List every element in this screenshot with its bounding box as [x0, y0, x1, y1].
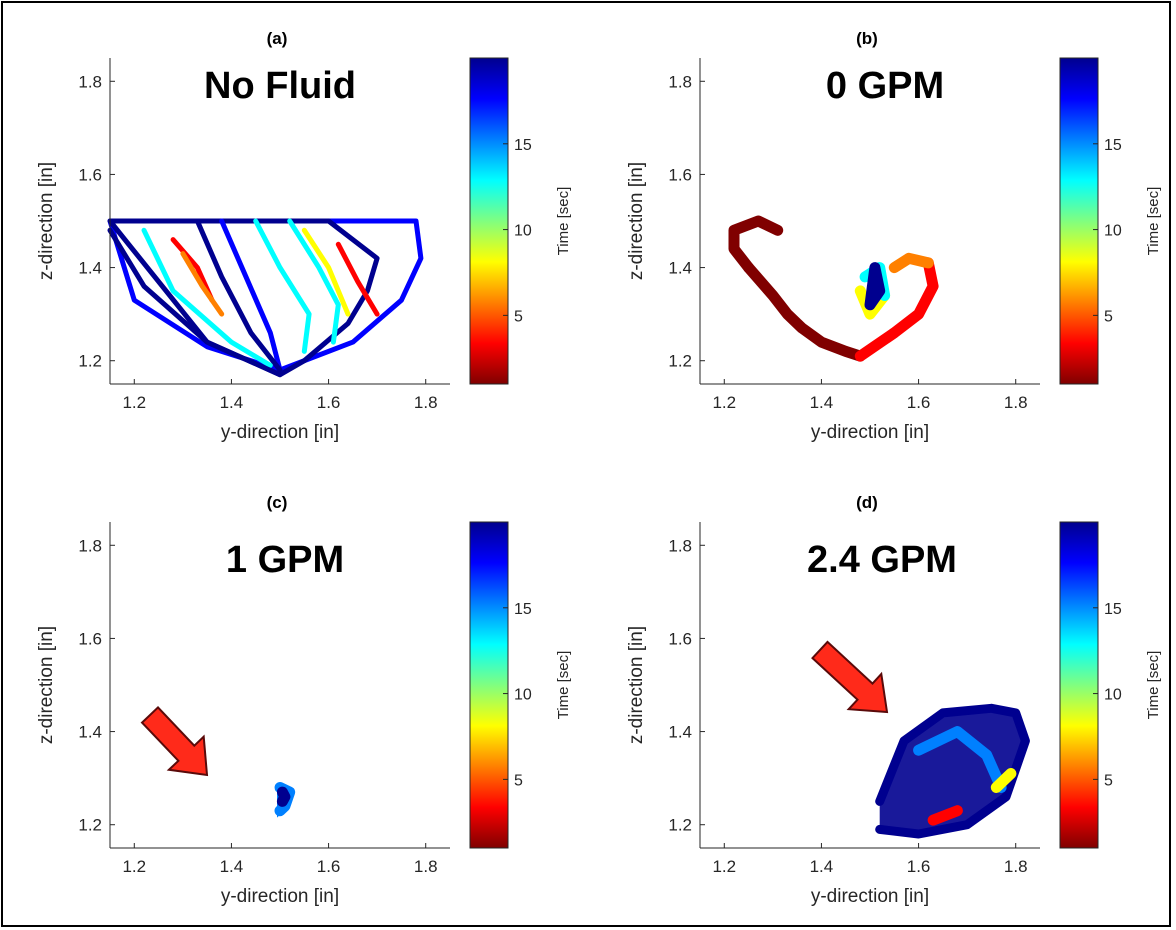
- x-tick-label: 1.6: [907, 393, 931, 412]
- y-tick-label: 1.2: [668, 352, 692, 371]
- colorbar-tick-label: 15: [514, 601, 532, 618]
- x-tick-label: 1.8: [414, 857, 438, 876]
- colorbar-tick-label: 5: [1104, 772, 1113, 789]
- x-tick-label: 1.6: [907, 857, 931, 876]
- x-tick-label: 1.6: [317, 393, 341, 412]
- panel-title: (d): [856, 493, 878, 512]
- y-tick-label: 1.4: [78, 259, 102, 278]
- x-tick-label: 1.4: [810, 857, 834, 876]
- y-axis-label: z-direction [in]: [36, 626, 57, 744]
- y-tick-label: 1.4: [78, 723, 102, 742]
- trajectory-line: [219, 218, 283, 373]
- colorbar-label: Time [sec]: [1145, 187, 1162, 256]
- trajectory-fill: [870, 267, 880, 305]
- colorbar-tick-label: 15: [514, 137, 532, 154]
- y-tick-label: 1.8: [78, 536, 102, 555]
- y-tick-label: 1.2: [668, 816, 692, 835]
- trajectory-line: [335, 241, 380, 317]
- trajectory-line: [107, 227, 283, 378]
- panel-title: (a): [267, 29, 288, 48]
- trajectory-points: [927, 805, 963, 826]
- arrow-icon: [811, 640, 889, 714]
- y-axis-label: z-direction [in]: [36, 162, 57, 280]
- trajectory-line: [141, 227, 273, 368]
- x-tick-label: 1.2: [712, 857, 736, 876]
- y-tick-label: 1.6: [668, 629, 692, 648]
- colorbar-tick-label: 5: [514, 308, 523, 325]
- annotation-text: 1 GPM: [226, 539, 344, 581]
- y-tick-label: 1.4: [668, 723, 692, 742]
- colorbar: [1059, 57, 1099, 385]
- panel-b: 1.2 1.4 1.6 1.8 1.2 1.4 1.6 1.8 y-direction [in]…: [626, 29, 1162, 443]
- annotation-text: No Fluid: [204, 65, 356, 107]
- colorbar-tick-label: 10: [514, 687, 532, 704]
- x-tick-label: 1.2: [122, 393, 146, 412]
- trajectory-points: [854, 257, 939, 362]
- trajectory-points: [888, 252, 934, 274]
- trajectory-line: [301, 227, 351, 317]
- colorbar: [469, 521, 509, 849]
- x-axis-label: y-direction [in]: [811, 886, 929, 907]
- trajectory-line: [194, 218, 283, 373]
- trajectory-fill: [279, 790, 289, 803]
- panel-a: 1.2 1.4 1.6 1.8 1.2 1.4 1.6 1.8 y-direction [in]…: [36, 29, 572, 443]
- x-tick-label: 1.4: [220, 393, 244, 412]
- y-tick-label: 1.6: [78, 629, 102, 648]
- x-tick-label: 1.8: [1004, 857, 1028, 876]
- trajectory-points: [743, 262, 866, 362]
- trajectory-line: [180, 251, 225, 317]
- colorbar-tick-label: 10: [514, 223, 532, 240]
- y-tick-label: 1.4: [668, 259, 692, 278]
- colorbar-tick-label: 15: [1104, 601, 1122, 618]
- trajectory-line: [287, 218, 341, 345]
- x-tick-label: 1.2: [122, 857, 146, 876]
- y-tick-label: 1.8: [78, 72, 102, 91]
- colorbar-tick-label: 10: [1104, 223, 1122, 240]
- colorbar-tick-label: 10: [1104, 687, 1122, 704]
- y-axis-label: z-direction [in]: [626, 626, 647, 744]
- colorbar: [1059, 521, 1099, 849]
- y-tick-label: 1.6: [668, 165, 692, 184]
- colorbar-label: Time [sec]: [555, 187, 572, 256]
- x-tick-label: 1.8: [414, 393, 438, 412]
- y-tick-label: 1.2: [78, 352, 102, 371]
- trajectory-points: [990, 768, 1017, 793]
- x-tick-label: 1.4: [810, 393, 834, 412]
- trajectory-line: [107, 218, 424, 373]
- x-tick-label: 1.6: [317, 857, 341, 876]
- trajectory-points: [728, 215, 784, 274]
- arrow-icon: [140, 705, 209, 777]
- y-tick-label: 1.6: [78, 165, 102, 184]
- x-axis-label: y-direction [in]: [221, 422, 339, 443]
- y-tick-label: 1.8: [668, 72, 692, 91]
- colorbar-tick-label: 5: [514, 772, 523, 789]
- trajectory-line: [253, 218, 312, 354]
- x-axis-label: y-direction [in]: [811, 422, 929, 443]
- colorbar-tick-label: 5: [1104, 308, 1113, 325]
- panel-title: (b): [856, 29, 878, 48]
- x-tick-label: 1.2: [712, 393, 736, 412]
- colorbar-label: Time [sec]: [555, 651, 572, 720]
- y-axis-label: z-direction [in]: [626, 162, 647, 280]
- panel-c: 1.2 1.4 1.6 1.8 1.2 1.4 1.6 1.8 y-direction [in]…: [36, 493, 572, 907]
- annotation-text: 2.4 GPM: [807, 539, 957, 581]
- trajectory-points: [913, 726, 1007, 793]
- colorbar: [469, 57, 509, 385]
- x-axis-label: y-direction [in]: [221, 886, 339, 907]
- colorbar-label: Time [sec]: [1145, 651, 1162, 720]
- colorbar-tick-label: 15: [1104, 137, 1122, 154]
- x-tick-label: 1.8: [1004, 393, 1028, 412]
- y-tick-label: 1.8: [668, 536, 692, 555]
- annotation-text: 0 GPM: [826, 65, 944, 107]
- panel-title: (c): [267, 493, 288, 512]
- y-tick-label: 1.2: [78, 816, 102, 835]
- x-tick-label: 1.4: [220, 857, 244, 876]
- trajectory-fill: [879, 708, 1026, 834]
- panel-d: 1.2 1.4 1.6 1.8 1.2 1.4 1.6 1.8 y-direction [in]…: [626, 493, 1162, 907]
